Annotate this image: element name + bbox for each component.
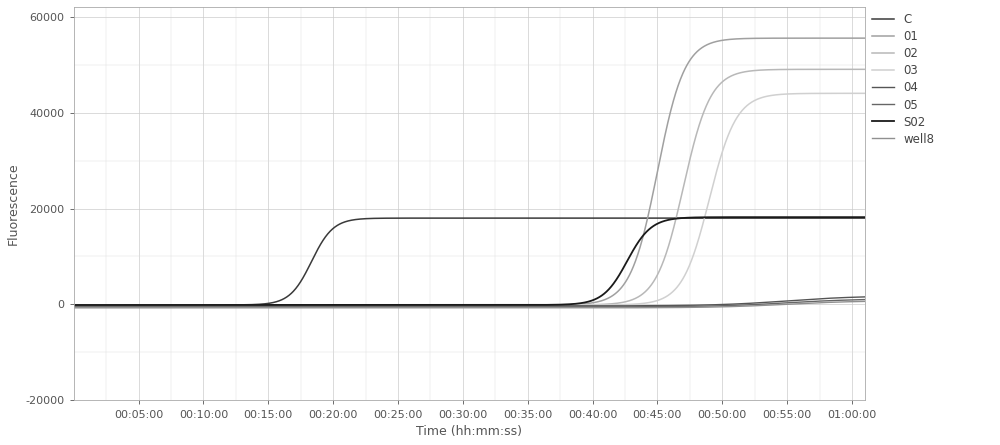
well8 [691,305,703,310]
C [431,215,443,221]
02 [431,302,443,307]
S02 [836,214,848,220]
C [836,215,848,221]
01 [836,36,848,41]
01 [859,36,871,41]
03 [431,302,443,307]
02 [836,67,848,72]
03 [836,91,848,96]
02 [108,302,120,307]
C [68,302,80,307]
well8 [859,299,871,304]
Legend: C, 01, 02, 03, 04, 05, S02, well8: C, 01, 02, 03, 04, 05, S02, well8 [872,13,934,146]
04 [68,303,80,308]
C [452,215,464,221]
well8 [68,305,80,311]
05 [691,303,703,309]
Line: 02: 02 [74,69,865,305]
04 [452,303,464,308]
03 [68,302,80,307]
well8 [108,305,120,311]
well8 [452,305,464,311]
Line: 05: 05 [74,299,865,307]
05 [452,304,464,310]
04 [691,303,703,308]
Line: S02: S02 [74,217,865,305]
05 [431,304,443,310]
03 [452,302,464,307]
04 [836,295,848,300]
S02 [452,302,464,307]
02 [452,302,464,307]
C [691,215,703,221]
S02 [836,214,848,220]
05 [836,298,848,303]
Y-axis label: Fluorescence: Fluorescence [7,162,20,245]
C [703,215,715,221]
well8 [431,305,443,311]
Line: 03: 03 [74,93,865,305]
C [836,215,848,221]
04 [431,303,443,308]
Line: well8: well8 [74,301,865,308]
C [108,302,120,307]
02 [691,130,703,136]
03 [691,243,703,248]
S02 [691,215,703,220]
05 [108,304,120,310]
05 [836,298,848,303]
Line: C: C [74,218,865,305]
S02 [68,302,80,307]
03 [108,302,120,307]
01 [836,36,848,41]
01 [68,302,80,307]
03 [836,91,848,96]
X-axis label: Time (hh:mm:ss): Time (hh:mm:ss) [416,425,522,438]
04 [108,303,120,308]
01 [431,302,443,307]
05 [68,304,80,310]
05 [859,297,871,302]
01 [452,302,464,307]
well8 [836,299,848,305]
C [859,215,871,221]
04 [836,295,848,300]
04 [859,294,871,299]
well8 [836,299,848,305]
02 [836,67,848,72]
03 [859,91,871,96]
02 [859,67,871,72]
01 [108,302,120,307]
S02 [431,302,443,307]
Line: 04: 04 [74,297,865,306]
S02 [859,214,871,220]
02 [68,302,80,307]
S02 [108,302,120,307]
Line: 01: 01 [74,38,865,305]
01 [691,49,703,55]
